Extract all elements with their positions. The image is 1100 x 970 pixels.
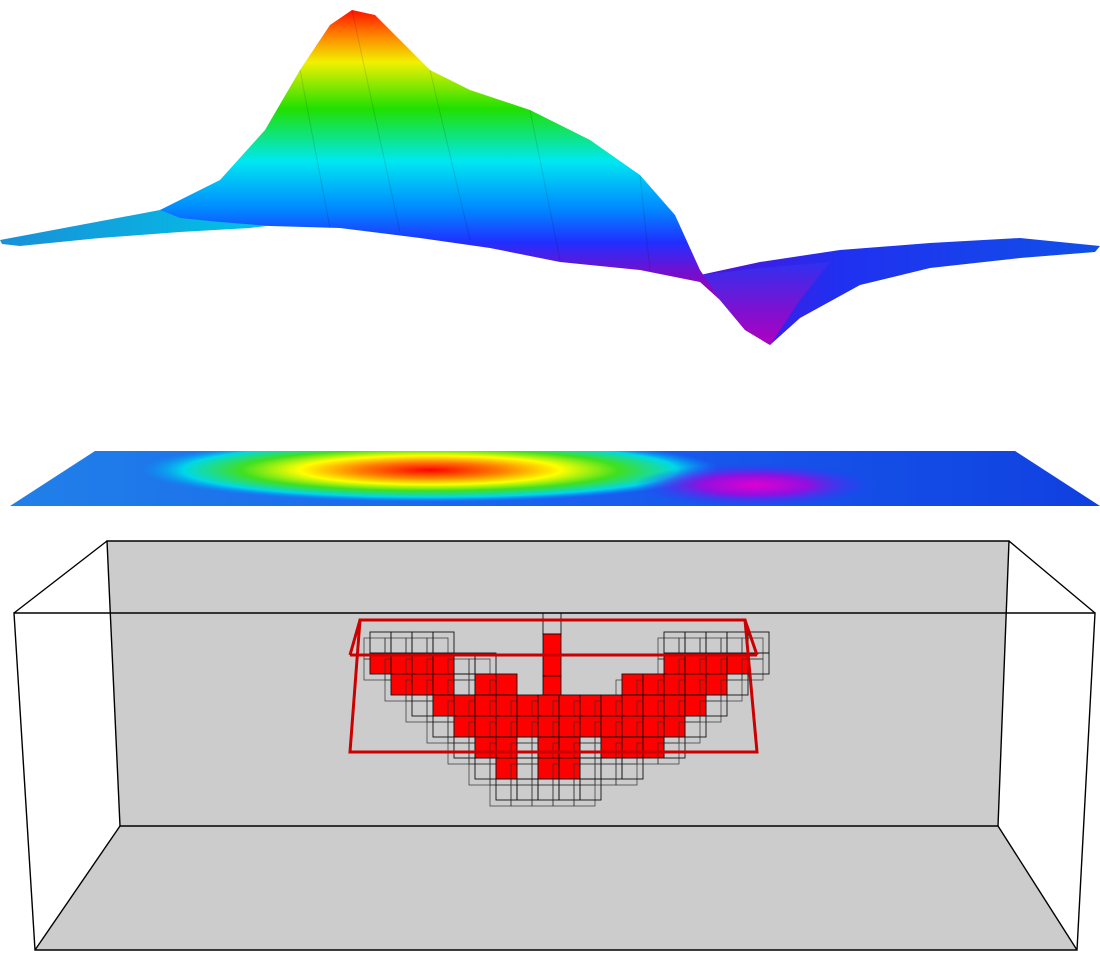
voxel-anomaly-cell: [495, 757, 518, 780]
map-negative-anomaly: [635, 463, 875, 506]
voxel-anomaly-cell: [432, 673, 455, 696]
surface-3d-panel: [0, 9, 1100, 345]
voxel-anomaly-cell: [621, 736, 644, 759]
voxel-anomaly-cell: [642, 673, 665, 696]
voxel-empty-cell: [621, 757, 644, 780]
voxel-anomaly-cell: [474, 715, 497, 738]
voxel-anomaly-cell: [495, 694, 518, 717]
voxel-anomaly-cell: [600, 715, 623, 738]
voxel-model-panel: [13, 540, 1096, 951]
voxel-anomaly-cell: [453, 694, 476, 717]
voxel-anomaly-cell: [642, 694, 665, 717]
voxel-empty-cell: [726, 673, 749, 696]
voxel-anomaly-cell: [495, 736, 518, 759]
voxel-empty-cell: [705, 694, 728, 717]
voxel-anomaly-cell: [684, 673, 707, 696]
voxel-anomaly-cell: [558, 757, 581, 780]
voxel-anomaly-cell: [663, 673, 686, 696]
surface-peak: [160, 10, 720, 300]
voxel-back-edge: [615, 763, 638, 786]
voxel-anomaly-cell: [516, 715, 539, 738]
voxel-anomaly-cell: [537, 694, 560, 717]
voxel-anomaly-cell: [558, 694, 581, 717]
voxel-anomaly-cell: [537, 715, 560, 738]
voxel-anomaly-cell: [474, 736, 497, 759]
anomaly-voxels: [363, 612, 770, 807]
voxel-anomaly-cell: [537, 736, 560, 759]
voxel-back-edge: [678, 721, 701, 744]
voxel-back-edge: [720, 679, 743, 702]
voxel-anomaly-cell: [579, 694, 602, 717]
box-edges: [13, 540, 1096, 951]
voxel-anomaly-cell: [621, 694, 644, 717]
map-positive-anomaly: [140, 451, 720, 502]
voxel-anomaly-cell: [642, 736, 665, 759]
voxel-anomaly-cell: [474, 673, 497, 696]
voxel-anomaly-cell: [474, 694, 497, 717]
surface-trough: [700, 262, 830, 345]
voxel-anomaly-cell: [558, 715, 581, 738]
voxel-anomaly-cell: [705, 673, 728, 696]
voxel-anomaly-cell: [663, 694, 686, 717]
voxel-anomaly-cell: [600, 736, 623, 759]
voxel-back-edge: [573, 784, 596, 807]
voxel-back-edge: [699, 700, 722, 723]
voxel-anomaly-cell: [579, 715, 602, 738]
box-floor: [35, 826, 1077, 950]
voxel-spire-cell: [542, 675, 562, 698]
surface-map-panel: [10, 451, 1100, 506]
voxel-anomaly-cell: [558, 736, 581, 759]
voxel-empty-cell: [684, 715, 707, 738]
voxel-anomaly-cell: [600, 694, 623, 717]
voxel-anomaly-cell: [432, 694, 455, 717]
voxel-anomaly-cell: [621, 715, 644, 738]
voxel-anomaly-cell: [390, 673, 413, 696]
voxel-anomaly-cell: [537, 757, 560, 780]
voxel-anomaly-cell: [663, 715, 686, 738]
voxel-spire-cell: [542, 633, 562, 656]
voxel-anomaly-cell: [642, 715, 665, 738]
surface-facets: [299, 9, 651, 271]
voxel-anomaly-cell: [516, 694, 539, 717]
anomaly-outline: [348, 618, 759, 754]
voxel-anomaly-cell: [453, 715, 476, 738]
voxel-anomaly-cell: [621, 673, 644, 696]
voxel-anomaly-cell: [411, 673, 434, 696]
voxel-empty-cell: [579, 778, 602, 801]
voxel-back-edge: [741, 658, 764, 681]
voxel-spire-cell: [542, 654, 562, 677]
voxel-empty-cell: [663, 736, 686, 759]
voxel-anomaly-cell: [495, 715, 518, 738]
voxel-anomaly-cell: [684, 694, 707, 717]
voxel-anomaly-cell: [495, 673, 518, 696]
